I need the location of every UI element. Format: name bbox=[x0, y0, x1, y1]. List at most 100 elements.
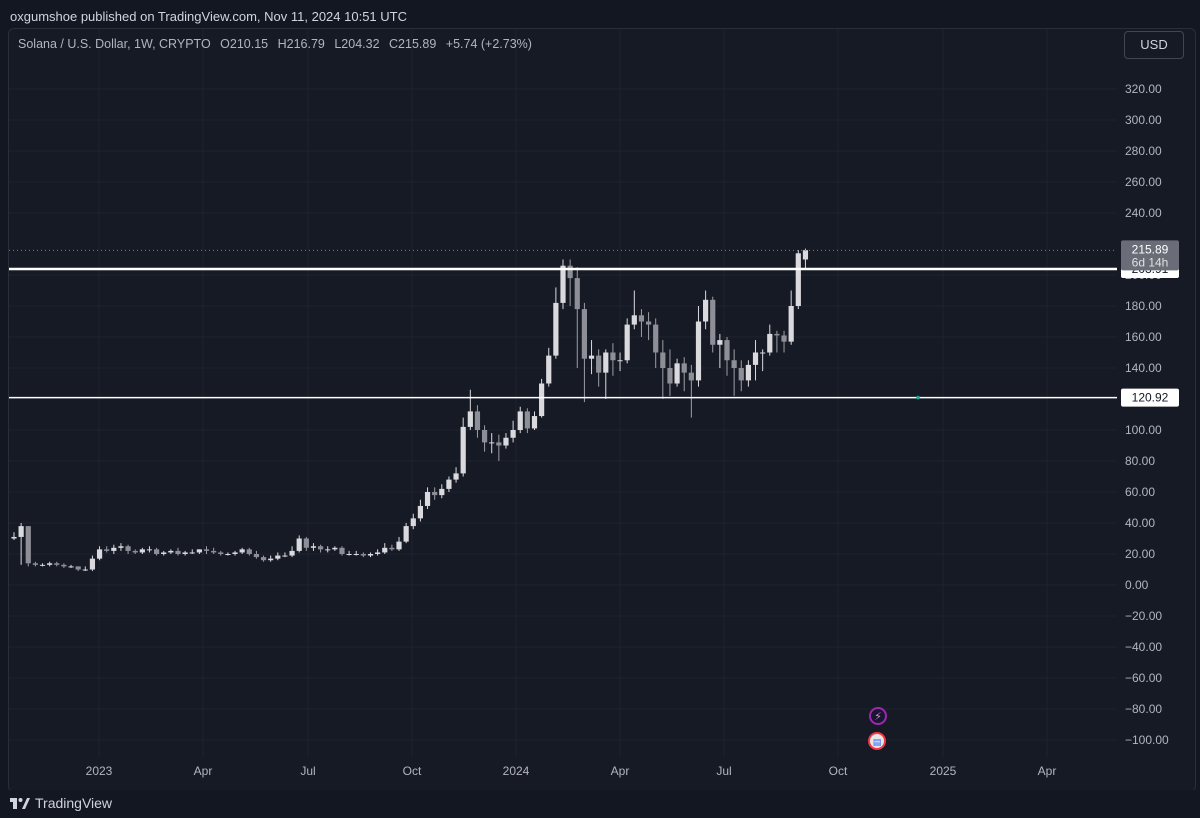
flash-event-icon[interactable]: ⚡ bbox=[869, 707, 887, 725]
candle-body bbox=[360, 554, 366, 556]
candle-body bbox=[802, 250, 809, 260]
candle-body bbox=[745, 364, 751, 381]
candle-body bbox=[168, 550, 174, 553]
y-tick-label: 60.00 bbox=[1125, 485, 1155, 499]
candle-body bbox=[752, 352, 759, 365]
level-price-label: 120.92 bbox=[1132, 391, 1169, 405]
chart-pane[interactable]: 2023 Apr Jul Oct 2024 Apr Jul Oct 2025 Apr 320.00 3… bbox=[8, 28, 1196, 792]
y-tick-label: 0.00 bbox=[1125, 578, 1149, 592]
candle-body bbox=[289, 550, 295, 556]
candle-body bbox=[25, 526, 31, 564]
candle-body bbox=[203, 549, 210, 551]
us-flag-event-icon[interactable]: ▤ bbox=[868, 732, 886, 750]
y-tick-label: −80.00 bbox=[1125, 702, 1162, 716]
legend-close: C215.89 bbox=[389, 37, 437, 51]
footer-bar bbox=[0, 790, 1200, 818]
candle-body bbox=[531, 416, 538, 429]
candle-body bbox=[75, 566, 81, 570]
level-price-tag bbox=[1121, 388, 1179, 407]
last-price-badge bbox=[1121, 240, 1179, 271]
candle-body bbox=[781, 335, 787, 342]
candle-body bbox=[196, 549, 202, 553]
candle-body bbox=[232, 552, 238, 554]
brand-name: TradingView bbox=[35, 795, 113, 811]
candle-body bbox=[567, 265, 573, 279]
candle-body bbox=[18, 526, 24, 537]
y-tick-label: 180.00 bbox=[1125, 299, 1162, 313]
candle-body bbox=[389, 547, 395, 550]
symbol-legend: Solana / U.S. Dollar, 1W, CRYPTO O210.15… bbox=[18, 37, 538, 51]
candle-body bbox=[39, 564, 46, 566]
candle-body bbox=[367, 554, 374, 556]
candle-body bbox=[132, 550, 138, 553]
x-tick-label: Apr bbox=[611, 764, 630, 778]
currency-button[interactable]: USD bbox=[1124, 31, 1184, 59]
candle-body bbox=[453, 473, 459, 480]
legend-change: +5.74 (+2.73%) bbox=[445, 37, 532, 51]
candle-body bbox=[645, 321, 652, 325]
candle-body bbox=[96, 549, 103, 559]
y-tick-label: 300.00 bbox=[1125, 113, 1162, 127]
candle-body bbox=[667, 368, 673, 384]
y-tick-label: −100.00 bbox=[1125, 733, 1169, 747]
candle-body bbox=[211, 550, 217, 553]
candle-body bbox=[596, 355, 602, 373]
y-tick-label: −20.00 bbox=[1125, 609, 1162, 623]
candle-body bbox=[296, 538, 302, 551]
x-tick-label: Oct bbox=[829, 764, 848, 778]
candle-body bbox=[695, 321, 702, 381]
candle-body bbox=[489, 442, 495, 444]
candle-body bbox=[574, 278, 580, 310]
candle-body bbox=[310, 546, 317, 548]
candle-body bbox=[275, 555, 281, 559]
candle-body bbox=[339, 547, 345, 554]
candle-body bbox=[660, 352, 666, 368]
symbol-title[interactable]: Solana / U.S. Dollar, 1W, CRYPTO bbox=[18, 37, 211, 51]
y-tick-label: 160.00 bbox=[1125, 330, 1162, 344]
candle-body bbox=[260, 557, 267, 561]
candle-body bbox=[496, 442, 502, 446]
candle-body bbox=[82, 569, 88, 571]
candle-body bbox=[524, 411, 530, 429]
level-anchor-dot bbox=[916, 395, 920, 400]
candle-body bbox=[553, 302, 559, 356]
x-tick-label: Jul bbox=[300, 764, 315, 778]
candle-body bbox=[246, 549, 252, 554]
candle-body bbox=[432, 492, 438, 496]
y-tick-label: 280.00 bbox=[1125, 144, 1162, 158]
candle-body bbox=[325, 549, 331, 551]
candle-body bbox=[617, 360, 623, 362]
candle-body bbox=[268, 558, 274, 561]
y-tick-label: −60.00 bbox=[1125, 671, 1162, 685]
candle-body bbox=[638, 315, 645, 322]
candle-body bbox=[282, 555, 288, 557]
candle-body bbox=[89, 558, 96, 570]
candle-body bbox=[225, 554, 231, 555]
y-tick-label: 320.00 bbox=[1125, 82, 1162, 96]
candle-body bbox=[703, 299, 709, 322]
candle-body bbox=[631, 315, 637, 325]
candle-body bbox=[767, 333, 773, 353]
price-chart[interactable]: 2023 Apr Jul Oct 2024 Apr Jul Oct 2025 Apr 320.00 3… bbox=[9, 29, 1195, 791]
candle-body bbox=[118, 546, 124, 548]
candle-body bbox=[54, 563, 60, 565]
candle-body bbox=[32, 563, 38, 565]
candle-body bbox=[175, 550, 181, 554]
y-tick-label: 20.00 bbox=[1125, 547, 1155, 561]
last-price-label: 215.89 bbox=[1132, 242, 1169, 256]
candle-body bbox=[332, 547, 338, 550]
candle-body bbox=[624, 324, 630, 361]
candle-body bbox=[47, 563, 53, 565]
candle-body bbox=[346, 554, 352, 555]
x-tick-label: Apr bbox=[1038, 764, 1057, 778]
legend-high: H216.79 bbox=[277, 37, 325, 51]
candle-body bbox=[460, 426, 466, 474]
tradingview-logo-icon bbox=[10, 798, 30, 809]
candle-body bbox=[439, 488, 445, 496]
brand[interactable]: TradingView bbox=[10, 793, 112, 813]
candle-body bbox=[717, 340, 723, 345]
candle-body bbox=[610, 352, 616, 361]
candle-body bbox=[446, 479, 452, 489]
candle-body bbox=[111, 547, 117, 551]
candle-body bbox=[417, 505, 424, 519]
